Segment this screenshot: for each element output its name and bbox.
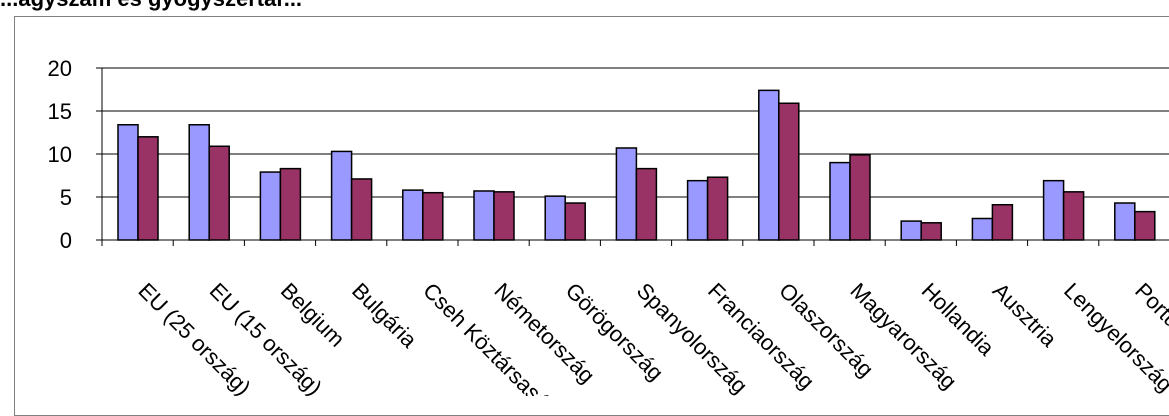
bar-series2-8 [706,176,729,241]
bar-series2-5 [493,191,515,241]
x-tick-label-2: Belgium [276,278,350,352]
bar-series1-6 [544,195,566,241]
bars [117,89,1156,241]
bar-series2-4 [422,191,444,241]
bar-series2-0 [137,136,159,241]
bar-series1-13 [1042,179,1065,241]
bar-series1-10 [829,161,851,241]
bar-series1-1 [188,124,210,241]
bar-series1-12 [971,217,994,241]
bar-series2-3 [350,178,373,241]
bar-series1-7 [615,147,638,241]
bar-series1-4 [402,189,424,241]
bar-series1-8 [686,179,709,241]
axes [96,67,1169,246]
bar-series1-9 [758,89,780,241]
bar-series1-5 [473,190,495,241]
bar-series2-14 [1134,210,1156,241]
y-tick-label-5: 5 [60,185,72,210]
bar-series2-13 [1062,191,1085,241]
bar-series1-14 [1114,202,1136,241]
bar-series2-12 [991,203,1014,241]
bar-series2-2 [279,167,302,241]
y-tick-label-0: 0 [60,228,72,253]
y-tick-label-20: 20 [48,56,72,81]
bar-series1-11 [900,220,922,241]
bar-series2-10 [849,154,871,241]
bar-series2-9 [778,102,800,241]
y-tick-labels: 0 5 10 15 20 [48,56,72,253]
bar-series1-2 [259,171,282,241]
chart-title: ...ágyszám és gyógyszertár... [0,0,302,12]
x-tick-labels: EU (25 ország)EU (15 ország)BelgiumBulgá… [133,278,1169,396]
bar-series1-0 [117,124,139,241]
y-tick-label-10: 10 [48,142,72,167]
bar-chart: 0 5 10 15 20 EU (25 ország)EU (15 ország)Bel… [48,56,1169,396]
bar-series2-6 [564,202,586,241]
x-tick-label-12: Ausztria [988,278,1062,352]
y-tick-label-15: 15 [48,99,72,124]
bar-series2-11 [920,222,942,241]
bar-series2-7 [635,167,658,241]
bar-series2-1 [208,145,230,241]
bar-series1-3 [330,150,353,241]
x-tick-label-3: Bulgária [347,278,422,353]
